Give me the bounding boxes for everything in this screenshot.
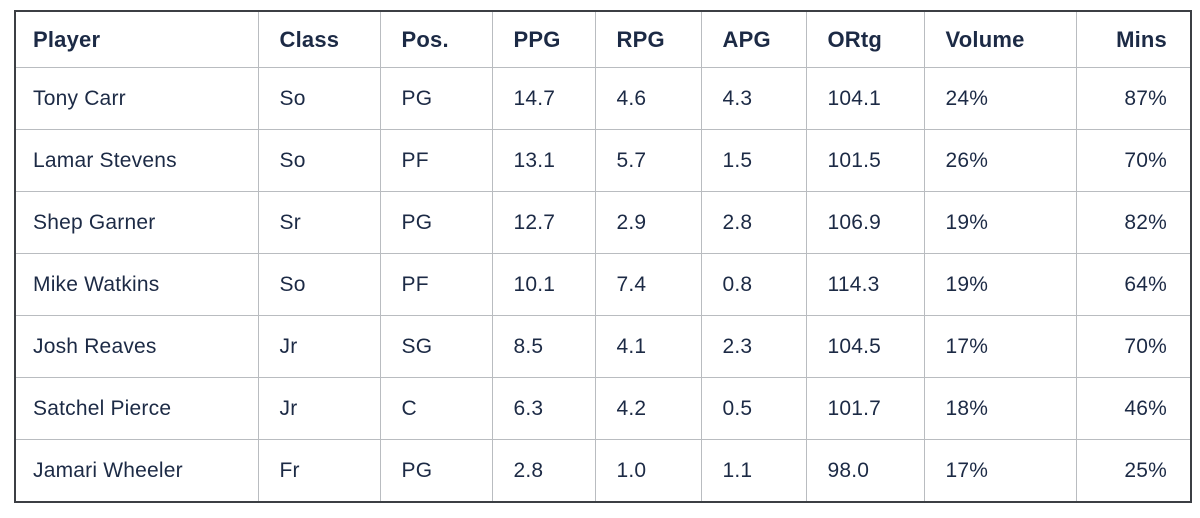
cell-apg: 0.8	[700, 253, 807, 316]
cell-rpg: 2.9	[594, 191, 702, 254]
cell-class: Fr	[257, 439, 381, 503]
cell-rpg: 7.4	[594, 253, 702, 316]
cell-class: So	[257, 253, 381, 316]
cell-mins: 70%	[1075, 129, 1192, 192]
cell-volume: 17%	[923, 315, 1077, 378]
column-header-apg: APG	[700, 10, 807, 68]
table-row: Jamari Wheeler Fr PG 2.8 1.0 1.1 98.0 17% 25%	[14, 439, 1192, 503]
cell-player: Satchel Pierce	[14, 377, 259, 440]
column-header-rpg: RPG	[594, 10, 702, 68]
cell-class: Jr	[257, 377, 381, 440]
cell-ppg: 13.1	[491, 129, 596, 192]
column-header-volume: Volume	[923, 10, 1077, 68]
column-header-mins: Mins	[1075, 10, 1192, 68]
cell-ppg: 6.3	[491, 377, 596, 440]
cell-apg: 2.8	[700, 191, 807, 254]
cell-class: So	[257, 67, 381, 130]
player-stats-table-frame: Player Class Pos. PPG RPG APG ORtg Volume Mins T…	[14, 10, 1192, 503]
cell-pos: PF	[379, 253, 493, 316]
table-body: Tony Carr So PG 14.7 4.6 4.3 104.1 24% 87% Lamar …	[14, 67, 1192, 503]
cell-mins: 82%	[1075, 191, 1192, 254]
cell-apg: 1.5	[700, 129, 807, 192]
cell-player: Mike Watkins	[14, 253, 259, 316]
cell-ppg: 12.7	[491, 191, 596, 254]
cell-player: Tony Carr	[14, 67, 259, 130]
cell-volume: 19%	[923, 253, 1077, 316]
player-stats-table: Player Class Pos. PPG RPG APG ORtg Volume Mins T…	[14, 10, 1192, 503]
cell-rpg: 4.1	[594, 315, 702, 378]
table-row: Satchel Pierce Jr C 6.3 4.2 0.5 101.7 18% 46%	[14, 377, 1192, 440]
cell-ortg: 98.0	[805, 439, 925, 503]
cell-mins: 70%	[1075, 315, 1192, 378]
cell-pos: SG	[379, 315, 493, 378]
cell-class: Jr	[257, 315, 381, 378]
cell-pos: C	[379, 377, 493, 440]
table-row: Mike Watkins So PF 10.1 7.4 0.8 114.3 19% 64%	[14, 253, 1192, 316]
cell-mins: 25%	[1075, 439, 1192, 503]
cell-apg: 1.1	[700, 439, 807, 503]
cell-player: Lamar Stevens	[14, 129, 259, 192]
table-header: Player Class Pos. PPG RPG APG ORtg Volume Mins	[14, 10, 1192, 68]
cell-player: Josh Reaves	[14, 315, 259, 378]
cell-rpg: 1.0	[594, 439, 702, 503]
cell-rpg: 4.2	[594, 377, 702, 440]
header-row: Player Class Pos. PPG RPG APG ORtg Volume Mins	[14, 10, 1192, 68]
cell-ppg: 8.5	[491, 315, 596, 378]
cell-ppg: 2.8	[491, 439, 596, 503]
cell-volume: 19%	[923, 191, 1077, 254]
cell-ortg: 101.7	[805, 377, 925, 440]
cell-class: So	[257, 129, 381, 192]
cell-mins: 46%	[1075, 377, 1192, 440]
cell-volume: 18%	[923, 377, 1077, 440]
cell-player: Shep Garner	[14, 191, 259, 254]
cell-mins: 87%	[1075, 67, 1192, 130]
table-row: Tony Carr So PG 14.7 4.6 4.3 104.1 24% 87%	[14, 67, 1192, 130]
cell-mins: 64%	[1075, 253, 1192, 316]
cell-apg: 4.3	[700, 67, 807, 130]
cell-apg: 2.3	[700, 315, 807, 378]
cell-ortg: 106.9	[805, 191, 925, 254]
cell-rpg: 4.6	[594, 67, 702, 130]
cell-pos: PG	[379, 191, 493, 254]
cell-volume: 17%	[923, 439, 1077, 503]
cell-ortg: 104.1	[805, 67, 925, 130]
table-row: Josh Reaves Jr SG 8.5 4.1 2.3 104.5 17% 70%	[14, 315, 1192, 378]
cell-rpg: 5.7	[594, 129, 702, 192]
column-header-player: Player	[14, 10, 259, 68]
column-header-class: Class	[257, 10, 381, 68]
column-header-ortg: ORtg	[805, 10, 925, 68]
column-header-ppg: PPG	[491, 10, 596, 68]
cell-ppg: 14.7	[491, 67, 596, 130]
cell-ppg: 10.1	[491, 253, 596, 316]
cell-player: Jamari Wheeler	[14, 439, 259, 503]
cell-ortg: 104.5	[805, 315, 925, 378]
column-header-pos: Pos.	[379, 10, 493, 68]
cell-ortg: 114.3	[805, 253, 925, 316]
cell-pos: PG	[379, 439, 493, 503]
cell-class: Sr	[257, 191, 381, 254]
table-row: Lamar Stevens So PF 13.1 5.7 1.5 101.5 26% 70%	[14, 129, 1192, 192]
cell-volume: 26%	[923, 129, 1077, 192]
cell-ortg: 101.5	[805, 129, 925, 192]
cell-volume: 24%	[923, 67, 1077, 130]
table-row: Shep Garner Sr PG 12.7 2.9 2.8 106.9 19% 82%	[14, 191, 1192, 254]
cell-apg: 0.5	[700, 377, 807, 440]
cell-pos: PF	[379, 129, 493, 192]
cell-pos: PG	[379, 67, 493, 130]
